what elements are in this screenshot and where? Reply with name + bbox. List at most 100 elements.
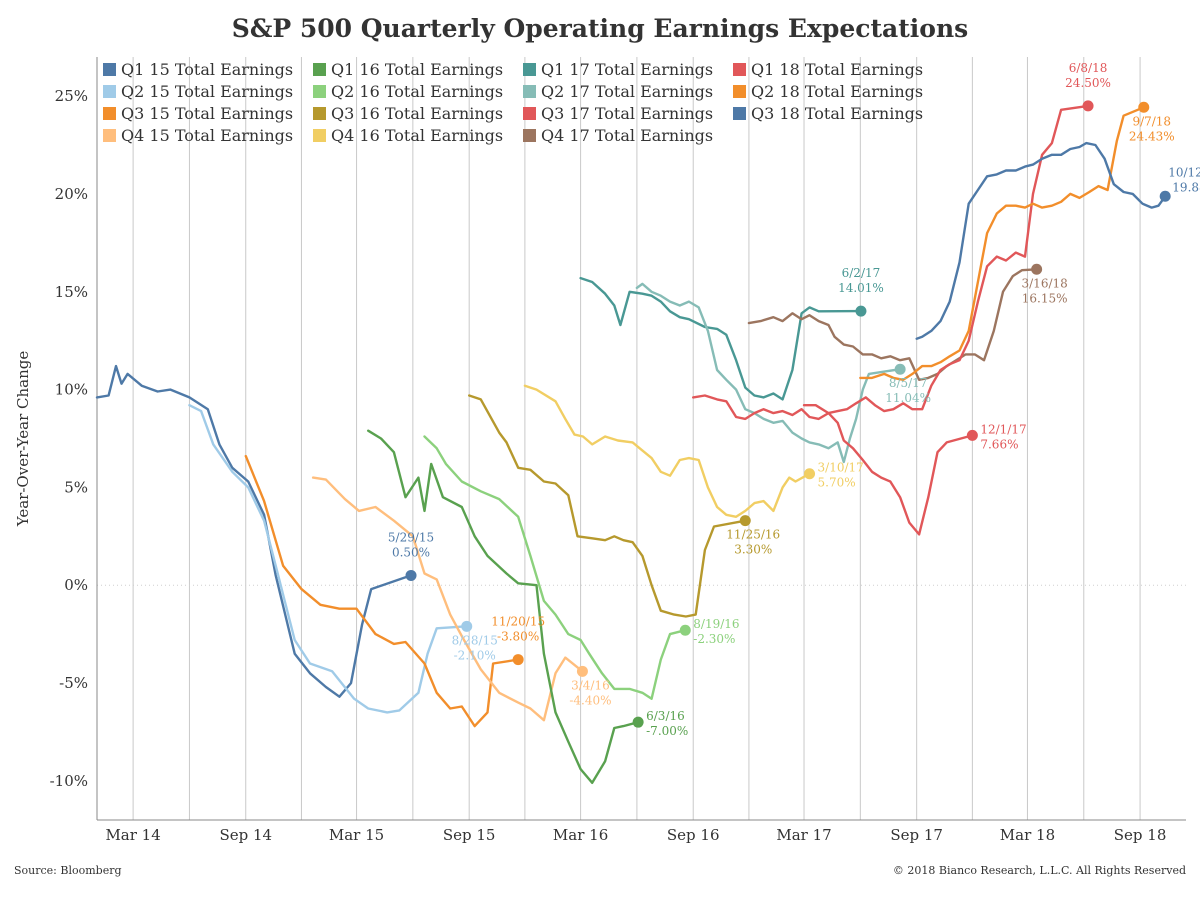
legend-label: Q4 16 Total Earnings	[331, 126, 503, 145]
y-tick-label: 5%	[64, 478, 88, 496]
legend-item: Q4 15 Total Earnings	[103, 126, 293, 145]
legend-swatch	[103, 129, 116, 142]
legend-swatch	[523, 129, 536, 142]
annotation-value: 7.66%	[980, 437, 1018, 451]
legend-swatch	[103, 107, 116, 120]
end-marker	[739, 515, 751, 527]
end-marker	[966, 429, 978, 441]
end-marker	[894, 363, 906, 375]
series-line-q4-15-total-earnings	[311, 476, 584, 722]
end-marker	[1082, 100, 1094, 112]
x-tick-label: Mar 15	[329, 826, 384, 844]
annotation-value: 14.01%	[838, 281, 884, 295]
legend-label: Q4 17 Total Earnings	[541, 126, 713, 145]
legend-item: Q4 17 Total Earnings	[523, 126, 713, 145]
annotation-date: 11/20/15	[491, 615, 545, 629]
x-tick-label: Mar 14	[105, 826, 160, 844]
legend-label: Q1 17 Total Earnings	[541, 60, 713, 79]
annotation-date: 11/25/16	[726, 528, 780, 542]
annotation-value: 24.43%	[1129, 129, 1175, 143]
end-marker	[405, 569, 417, 581]
series-line-q4-17-total-earnings	[747, 268, 1038, 381]
legend-item: Q2 17 Total Earnings	[523, 82, 713, 101]
end-marker	[855, 305, 867, 317]
annotation-date: 3/16/18	[1022, 276, 1068, 290]
x-tick-label: Sep 14	[219, 826, 272, 844]
x-tick-label: Sep 16	[667, 826, 720, 844]
annotation-date: 8/5/17	[889, 376, 928, 390]
legend-label: Q1 16 Total Earnings	[331, 60, 503, 79]
legend-item: Q3 15 Total Earnings	[103, 104, 293, 123]
y-axis-label: Year-Over-Year Change	[14, 351, 32, 528]
x-tick-label: Sep 17	[890, 826, 943, 844]
legend-swatch	[103, 63, 116, 76]
annotation-value: -7.00%	[646, 724, 688, 738]
series-line-q4-16-total-earnings	[523, 384, 811, 518]
annotation-date: 6/3/16	[646, 709, 685, 723]
legend-swatch	[103, 85, 116, 98]
legend-swatch	[313, 129, 326, 142]
y-tick-label: 10%	[55, 381, 88, 399]
y-tick-label: 15%	[55, 283, 88, 301]
annotation-value: 24.50%	[1065, 76, 1111, 90]
end-marker	[632, 716, 644, 728]
series-line-q2-16-total-earnings	[423, 435, 687, 700]
x-tick-label: Mar 18	[1000, 826, 1055, 844]
annotation-value: -2.30%	[693, 632, 735, 646]
annotations: 5/29/150.50% 8/28/15-2.10% 11/20/15-3.80% 3…	[388, 61, 1200, 738]
annotation-date: 12/1/17	[980, 422, 1026, 436]
series-line-q3-15-total-earnings	[244, 454, 520, 728]
legend-swatch	[313, 63, 326, 76]
legend-label: Q2 18 Total Earnings	[751, 82, 923, 101]
axes: 25% 20% 15% 10% 5% 0% -5% -10% Mar 14 Sep 14 Mar 1…	[14, 57, 1186, 844]
x-tick-label: Sep 18	[1114, 826, 1167, 844]
annotation-value: 3.30%	[734, 543, 772, 557]
legend-label: Q4 15 Total Earnings	[121, 126, 293, 145]
legend-swatch	[733, 63, 746, 76]
annotation-value: 11.04%	[885, 391, 931, 405]
legend-item: Q3 16 Total Earnings	[313, 104, 503, 123]
annotation-value: 0.50%	[392, 545, 430, 559]
series-line-q1-15-total-earnings	[95, 364, 413, 698]
series-line-q2-17-total-earnings	[635, 282, 902, 464]
annotation-date: 6/2/17	[842, 266, 881, 280]
legend-item: Q2 16 Total Earnings	[313, 82, 503, 101]
end-marker	[512, 654, 524, 666]
legend-label: Q1 18 Total Earnings	[751, 60, 923, 79]
annotation-value: 16.15%	[1022, 291, 1068, 305]
y-tick-label: 20%	[55, 185, 88, 203]
annotation-value: 5.70%	[818, 476, 856, 490]
legend-label: Q3 15 Total Earnings	[121, 104, 293, 123]
legend-label: Q3 16 Total Earnings	[331, 104, 503, 123]
gridlines	[97, 57, 1186, 820]
legend-label: Q3 18 Total Earnings	[751, 104, 923, 123]
legend-swatch	[523, 107, 536, 120]
legend-label: Q2 16 Total Earnings	[331, 82, 503, 101]
annotation-date: 8/28/15	[452, 633, 498, 647]
end-marker	[679, 624, 691, 636]
legend: Q1 15 Total Earnings Q2 15 Total Earnings…	[103, 60, 923, 145]
annotation-date: 8/19/16	[693, 617, 739, 631]
x-tick-label: Sep 15	[443, 826, 496, 844]
series-line-q3-18-total-earnings	[915, 141, 1167, 340]
legend-swatch	[523, 85, 536, 98]
series-line-q2-15-total-earnings	[188, 404, 468, 714]
y-tick-label: 25%	[55, 87, 88, 105]
series-line-q1-17-total-earnings	[579, 276, 863, 401]
annotation-date: 10/12/18	[1168, 165, 1200, 179]
annotation-date: 5/29/15	[388, 530, 434, 544]
legend-label: Q1 15 Total Earnings	[121, 60, 293, 79]
annotation-date: 3/10/17	[818, 461, 864, 475]
annotation-value: -4.40%	[569, 693, 611, 707]
legend-label: Q2 17 Total Earnings	[541, 82, 713, 101]
end-marker	[1138, 101, 1150, 113]
legend-swatch	[733, 107, 746, 120]
legend-item: Q2 15 Total Earnings	[103, 82, 293, 101]
legend-item: Q3 17 Total Earnings	[523, 104, 713, 123]
copyright-note: © 2018 Bianco Research, L.L.C. All Right…	[892, 864, 1186, 877]
annotation-value: -2.10%	[454, 648, 496, 662]
legend-item: Q1 17 Total Earnings	[523, 60, 713, 79]
legend-item: Q1 16 Total Earnings	[313, 60, 503, 79]
legend-item: Q1 18 Total Earnings	[733, 60, 923, 79]
